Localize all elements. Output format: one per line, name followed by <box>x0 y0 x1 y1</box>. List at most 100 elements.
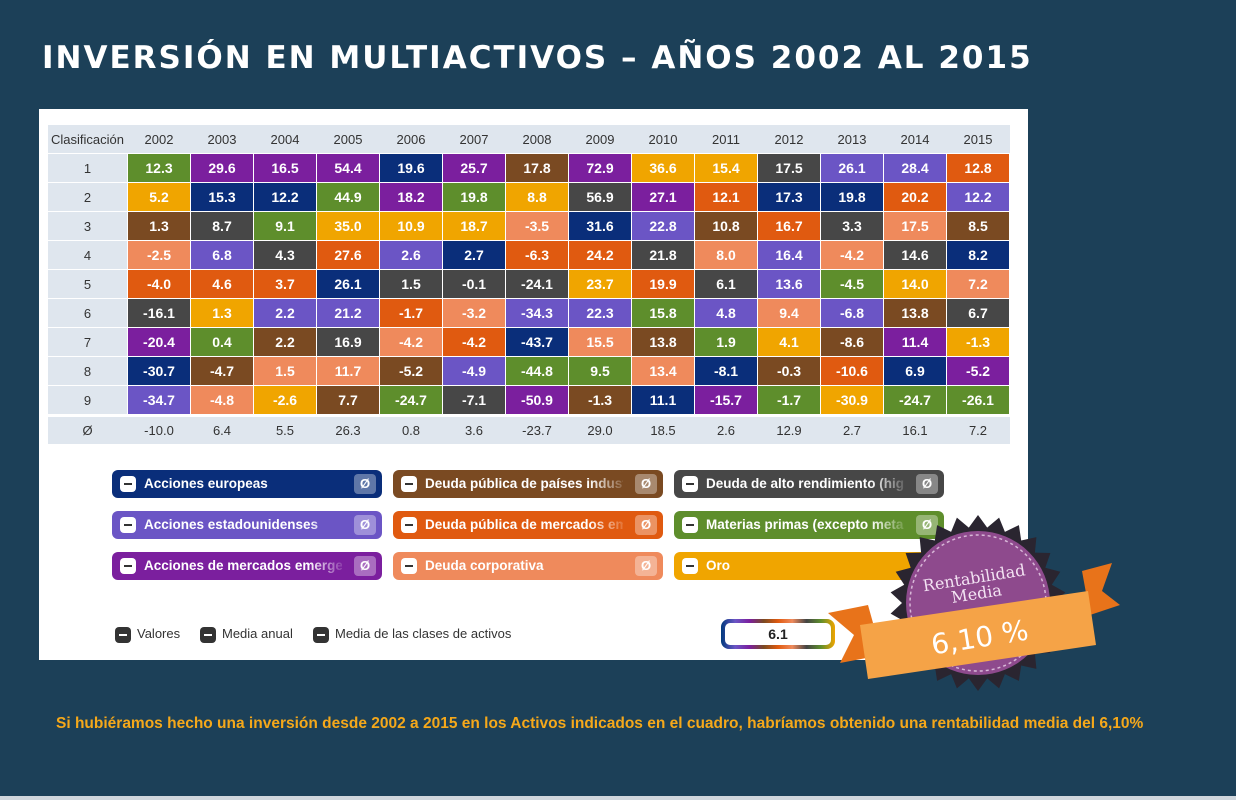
average-toggle-icon[interactable]: Ø <box>916 474 938 494</box>
label-fade <box>589 470 629 498</box>
return-cell: 4.3 <box>253 240 317 270</box>
return-cell: 11.4 <box>883 327 947 357</box>
return-cell: 17.5 <box>883 211 947 241</box>
return-cell: 13.8 <box>631 327 695 357</box>
rank-label: 9 <box>47 385 128 416</box>
average-toggle-icon[interactable]: Ø <box>635 515 657 535</box>
minus-icon <box>120 517 136 533</box>
return-cell: -5.2 <box>946 356 1010 386</box>
legend-label: Oro <box>706 558 731 573</box>
rank-row: 3 1.3 8.7 9.1 35.0 10.9 18.7 -3.5 31.6 22.8 10.8 16… <box>47 211 1010 241</box>
average-cell: 5.5 <box>253 414 317 444</box>
return-cell: -4.2 <box>442 327 506 357</box>
label-fade <box>308 470 348 498</box>
legend-item-gov[interactable]: Deuda pública de países industri Ø <box>393 470 663 498</box>
return-cell: 15.8 <box>631 298 695 328</box>
return-cell: 26.1 <box>316 269 380 299</box>
toggle-valores[interactable]: Valores <box>115 625 180 643</box>
return-cell: 72.9 <box>568 153 632 183</box>
return-cell: -8.6 <box>820 327 884 357</box>
year-header: 2008 <box>505 125 569 154</box>
year-header: 2010 <box>631 125 695 154</box>
rank-row: 1 12.3 29.6 16.5 54.4 19.6 25.7 17.8 72.9 36.6 15.… <box>47 153 1010 183</box>
average-toggle-icon[interactable]: Ø <box>916 515 938 535</box>
legend-item-corp[interactable]: Deuda corporativa Ø <box>393 552 663 580</box>
year-header: 2003 <box>190 125 254 154</box>
return-cell: 12.8 <box>946 153 1010 183</box>
average-cell: 7.2 <box>946 414 1010 444</box>
return-cell: 1.3 <box>127 211 191 241</box>
return-cell: 15.4 <box>694 153 758 183</box>
legend-label: Deuda pública de mercados eme <box>425 517 623 532</box>
legend-item-eu[interactable]: Acciones europeas Ø <box>112 470 382 498</box>
average-toggle-icon[interactable]: Ø <box>354 515 376 535</box>
legend-item-emd[interactable]: Deuda pública de mercados eme Ø <box>393 511 663 539</box>
chart-panel: Clasificación 2002 2003 2004 2005 2006 2007 20… <box>39 109 1028 660</box>
legend-item-em[interactable]: Acciones de mercados emergent Ø <box>112 552 382 580</box>
return-cell: 13.6 <box>757 269 821 299</box>
label-fade <box>870 470 910 498</box>
average-cell: 2.7 <box>820 414 884 444</box>
return-cell: 31.6 <box>568 211 632 241</box>
rank-row: 8 -30.7 -4.7 1.5 11.7 -5.2 -4.9 -44.8 9.5 13.4 -8.… <box>47 356 1010 386</box>
average-cell: 6.4 <box>190 414 254 444</box>
minus-icon <box>120 558 136 574</box>
toggle-media-clases[interactable]: Media de las clases de activos <box>313 625 511 643</box>
rank-row: 6 -16.1 1.3 2.2 21.2 -1.7 -3.2 -34.3 22.3 15.8 4.8… <box>47 298 1010 328</box>
return-cell: 14.0 <box>883 269 947 299</box>
return-cell: -20.4 <box>127 327 191 357</box>
return-cell: -24.7 <box>883 385 947 416</box>
average-row: Ø -10.0 6.4 5.5 26.3 0.8 3.6 -23.7 29.0 18.5 2.6 12… <box>47 414 1010 444</box>
year-header: 2002 <box>127 125 191 154</box>
year-header: 2011 <box>694 125 758 154</box>
return-cell: -4.0 <box>127 269 191 299</box>
return-cell: 2.2 <box>253 298 317 328</box>
header-row: Clasificación 2002 2003 2004 2005 2006 2007 20… <box>47 125 1010 154</box>
return-cell: 1.5 <box>253 356 317 386</box>
ranking-table: Clasificación 2002 2003 2004 2005 2006 2007 20… <box>47 125 1010 444</box>
return-cell: -10.6 <box>820 356 884 386</box>
rank-label: 8 <box>47 356 128 386</box>
overall-average-value: 6.1 <box>725 623 831 645</box>
return-cell: -4.9 <box>442 356 506 386</box>
rank-label: 4 <box>47 240 128 270</box>
return-cell: -8.1 <box>694 356 758 386</box>
return-cell: 7.7 <box>316 385 380 416</box>
return-cell: 9.1 <box>253 211 317 241</box>
minus-icon <box>115 626 131 643</box>
toggle-media-anual[interactable]: Media anual <box>200 625 293 643</box>
legend-item-comm[interactable]: Materias primas (excepto metale Ø <box>674 511 944 539</box>
toggle-media-anual-label: Media anual <box>222 626 293 641</box>
return-cell: 20.2 <box>883 182 947 212</box>
average-cell: 12.9 <box>757 414 821 444</box>
return-cell: 23.7 <box>568 269 632 299</box>
year-header: 2006 <box>379 125 443 154</box>
return-cell: 11.7 <box>316 356 380 386</box>
return-cell: 44.9 <box>316 182 380 212</box>
return-cell: 13.4 <box>631 356 695 386</box>
average-cell: 18.5 <box>631 414 695 444</box>
label-fade <box>870 511 910 539</box>
return-cell: 19.9 <box>631 269 695 299</box>
minus-icon <box>682 558 698 574</box>
return-cell: 8.5 <box>946 211 1010 241</box>
minus-icon <box>200 626 216 643</box>
legend-label: Deuda pública de países industri <box>425 476 623 491</box>
legend-item-us[interactable]: Acciones estadounidenses Ø <box>112 511 382 539</box>
minus-icon <box>682 517 698 533</box>
return-cell: 15.5 <box>568 327 632 357</box>
average-toggle-icon[interactable]: Ø <box>635 556 657 576</box>
return-cell: -5.2 <box>379 356 443 386</box>
return-cell: 10.8 <box>694 211 758 241</box>
label-fade <box>308 511 348 539</box>
return-cell: 16.5 <box>253 153 317 183</box>
average-toggle-icon[interactable]: Ø <box>354 474 376 494</box>
minus-icon <box>682 476 698 492</box>
average-toggle-icon[interactable]: Ø <box>354 556 376 576</box>
average-toggle-icon[interactable]: Ø <box>635 474 657 494</box>
footnote: Si hubiéramos hecho una inversión desde … <box>56 715 1144 732</box>
legend-item-hy[interactable]: Deuda de alto rendimiento (high Ø <box>674 470 944 498</box>
average-cell: 2.6 <box>694 414 758 444</box>
return-cell: -4.7 <box>190 356 254 386</box>
rank-row: 4 -2.5 6.8 4.3 27.6 2.6 2.7 -6.3 24.2 21.8 8.0 16.4… <box>47 240 1010 270</box>
